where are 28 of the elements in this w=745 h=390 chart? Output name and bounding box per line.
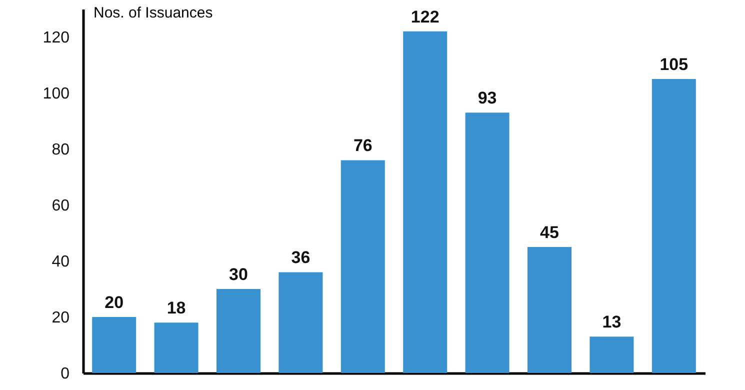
bar xyxy=(278,272,323,373)
bar xyxy=(590,336,634,373)
data-label: 45 xyxy=(540,223,559,242)
bar xyxy=(216,289,260,373)
y-tick-label: 20 xyxy=(52,310,70,326)
y-axis-title: Nos. of Issuances xyxy=(94,4,213,22)
data-label: 76 xyxy=(353,136,372,156)
data-label: 93 xyxy=(478,88,497,108)
bar xyxy=(340,160,385,373)
data-label: 122 xyxy=(410,7,440,26)
data-label: 18 xyxy=(166,298,186,318)
data-label: 13 xyxy=(602,312,622,332)
bar xyxy=(154,322,198,373)
data-label: 30 xyxy=(229,265,248,284)
y-tick-label: 120 xyxy=(42,30,70,46)
y-tick-label: 0 xyxy=(60,366,70,382)
bar xyxy=(403,31,448,373)
bar xyxy=(528,247,572,373)
data-label: 105 xyxy=(660,55,688,74)
bar xyxy=(92,317,136,373)
data-label: 36 xyxy=(291,248,310,268)
y-tick-label: 100 xyxy=(42,86,70,102)
bar xyxy=(652,79,696,373)
data-label: 20 xyxy=(104,293,124,312)
y-tick-label: 40 xyxy=(52,254,70,270)
y-tick-label: 80 xyxy=(52,142,70,158)
bar xyxy=(465,112,510,373)
y-tick-label: 60 xyxy=(52,198,70,214)
